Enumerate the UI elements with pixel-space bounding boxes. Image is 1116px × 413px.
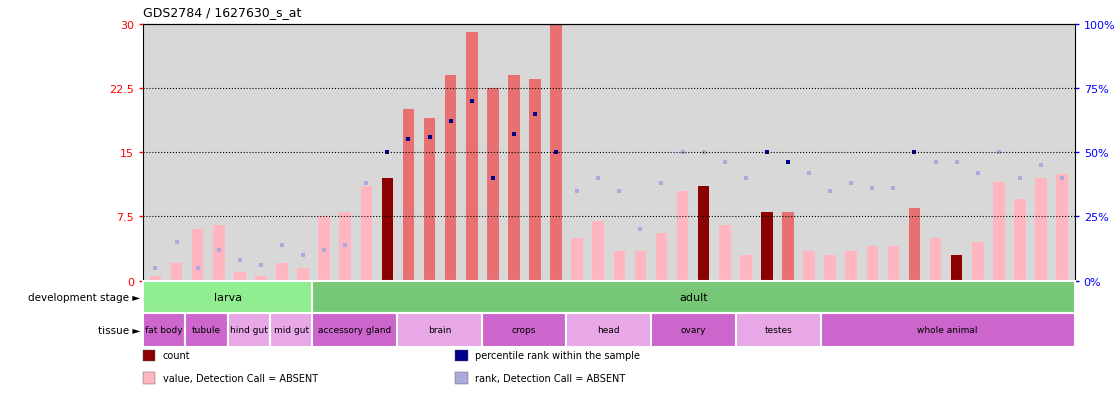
Text: whole animal: whole animal: [917, 325, 978, 335]
Bar: [635, 251, 646, 281]
Bar: [150, 277, 162, 281]
Bar: [951, 255, 962, 281]
Text: percentile rank within the sample: percentile rank within the sample: [475, 351, 641, 361]
Bar: [482, 313, 567, 347]
Bar: [234, 272, 246, 281]
Bar: [171, 264, 182, 281]
Bar: [1036, 178, 1047, 281]
Bar: [972, 242, 983, 281]
Bar: [719, 225, 731, 281]
Bar: [651, 313, 735, 347]
Bar: [192, 230, 203, 281]
Bar: [825, 255, 836, 281]
Text: ovary: ovary: [681, 325, 706, 335]
Text: count: count: [163, 351, 191, 361]
Text: fat body: fat body: [145, 325, 183, 335]
Bar: [397, 313, 482, 347]
Text: mid gut: mid gut: [273, 325, 309, 335]
Bar: [185, 313, 228, 347]
Bar: [297, 268, 309, 281]
Bar: [782, 213, 793, 281]
Bar: [318, 217, 330, 281]
Bar: [312, 281, 1075, 313]
Bar: [676, 191, 689, 281]
Text: accessory gland: accessory gland: [318, 325, 392, 335]
Text: head: head: [597, 325, 620, 335]
Bar: [339, 213, 352, 281]
Bar: [445, 76, 456, 281]
Bar: [270, 313, 312, 347]
Bar: [656, 234, 667, 281]
Bar: [846, 251, 857, 281]
Bar: [908, 208, 921, 281]
Bar: [143, 281, 312, 313]
Bar: [614, 251, 625, 281]
Text: testes: testes: [764, 325, 792, 335]
Text: brain: brain: [427, 325, 451, 335]
Bar: [382, 178, 393, 281]
Bar: [228, 313, 270, 347]
Text: larva: larva: [213, 292, 242, 302]
Bar: [256, 277, 267, 281]
Bar: [312, 313, 397, 347]
Bar: [820, 313, 1075, 347]
Bar: [740, 255, 751, 281]
Text: GDS2784 / 1627630_s_at: GDS2784 / 1627630_s_at: [143, 6, 301, 19]
Bar: [466, 33, 478, 281]
Bar: [866, 247, 878, 281]
Text: rank, Detection Call = ABSENT: rank, Detection Call = ABSENT: [475, 373, 626, 383]
Bar: [143, 313, 185, 347]
Text: hind gut: hind gut: [230, 325, 268, 335]
Text: tissue ►: tissue ►: [98, 325, 141, 335]
Bar: [593, 221, 604, 281]
Bar: [508, 76, 520, 281]
Bar: [403, 110, 414, 281]
Bar: [360, 187, 372, 281]
Bar: [550, 25, 561, 281]
Bar: [993, 183, 1004, 281]
Bar: [571, 238, 583, 281]
Bar: [529, 80, 541, 281]
Text: crops: crops: [512, 325, 537, 335]
Text: value, Detection Call = ABSENT: value, Detection Call = ABSENT: [163, 373, 318, 383]
Text: adult: adult: [680, 292, 708, 302]
Bar: [1056, 174, 1068, 281]
Bar: [930, 238, 942, 281]
Text: tubule: tubule: [192, 325, 221, 335]
Bar: [735, 313, 820, 347]
Bar: [276, 264, 288, 281]
Bar: [213, 225, 224, 281]
Bar: [1014, 200, 1026, 281]
Bar: [487, 89, 499, 281]
Bar: [761, 213, 772, 281]
Bar: [424, 119, 435, 281]
Bar: [567, 313, 651, 347]
Bar: [698, 187, 710, 281]
Text: development stage ►: development stage ►: [28, 292, 141, 302]
Bar: [804, 251, 815, 281]
Bar: [887, 247, 899, 281]
